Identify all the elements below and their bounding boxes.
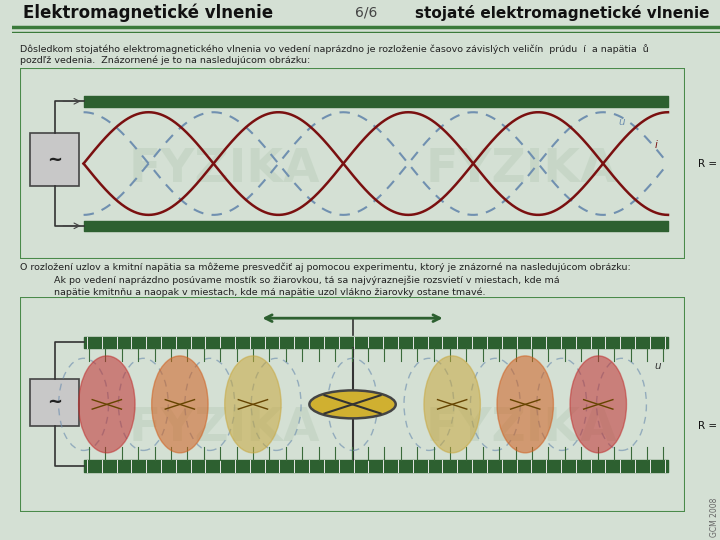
Ellipse shape [570,356,626,453]
Text: 6/6: 6/6 [355,5,377,19]
Text: R = ∞ Ω: R = ∞ Ω [698,421,720,431]
Circle shape [310,390,396,418]
Text: u: u [654,361,662,370]
Ellipse shape [152,356,208,453]
Text: GCM 2008: GCM 2008 [710,498,719,537]
Text: Dôsledkom stojatého elektromagnetického vlnenia vo vedení naprázdno je rozloženi: Dôsledkom stojatého elektromagnetického … [20,44,649,54]
Text: FYZIKA: FYZIKA [129,406,320,451]
Text: FYZIKA: FYZIKA [129,147,320,192]
Text: ~: ~ [48,151,62,168]
FancyBboxPatch shape [30,133,79,186]
Text: FYZIKA: FYZIKA [426,147,618,192]
FancyBboxPatch shape [30,379,79,426]
Text: napätie kmitnňu a naopak v miestach, kde má napätie uzol vlákno žiarovky ostane : napätie kmitnňu a naopak v miestach, kde… [55,287,486,297]
Ellipse shape [424,356,480,453]
Text: stojaté elektromagnetické vlnenie: stojaté elektromagnetické vlnenie [415,4,709,21]
Ellipse shape [497,356,554,453]
Text: u: u [618,117,625,127]
Ellipse shape [225,356,281,453]
Ellipse shape [78,356,135,453]
Text: Ak po vedení naprázdno posúvame mostík so žiarovkou, tá sa najvýraznejšie rozsvi: Ak po vedení naprázdno posúvame mostík s… [55,275,560,285]
Text: R = ∞ Ω: R = ∞ Ω [698,159,720,168]
Text: i: i [654,139,657,150]
Text: FYZIKA: FYZIKA [426,406,618,451]
Text: Elektromagnetické vlnenie: Elektromagnetické vlnenie [22,3,273,22]
Text: ~: ~ [48,393,62,411]
Text: O rozložení uzlov a kmitní napätia sa môžeme presvedčiť aj pomocou experimentu, : O rozložení uzlov a kmitní napätia sa mô… [20,262,631,272]
Text: pozdľž vedenia.  Znázornené je to na nasledujúcom obrázku:: pozdľž vedenia. Znázornené je to na nasl… [20,56,311,65]
